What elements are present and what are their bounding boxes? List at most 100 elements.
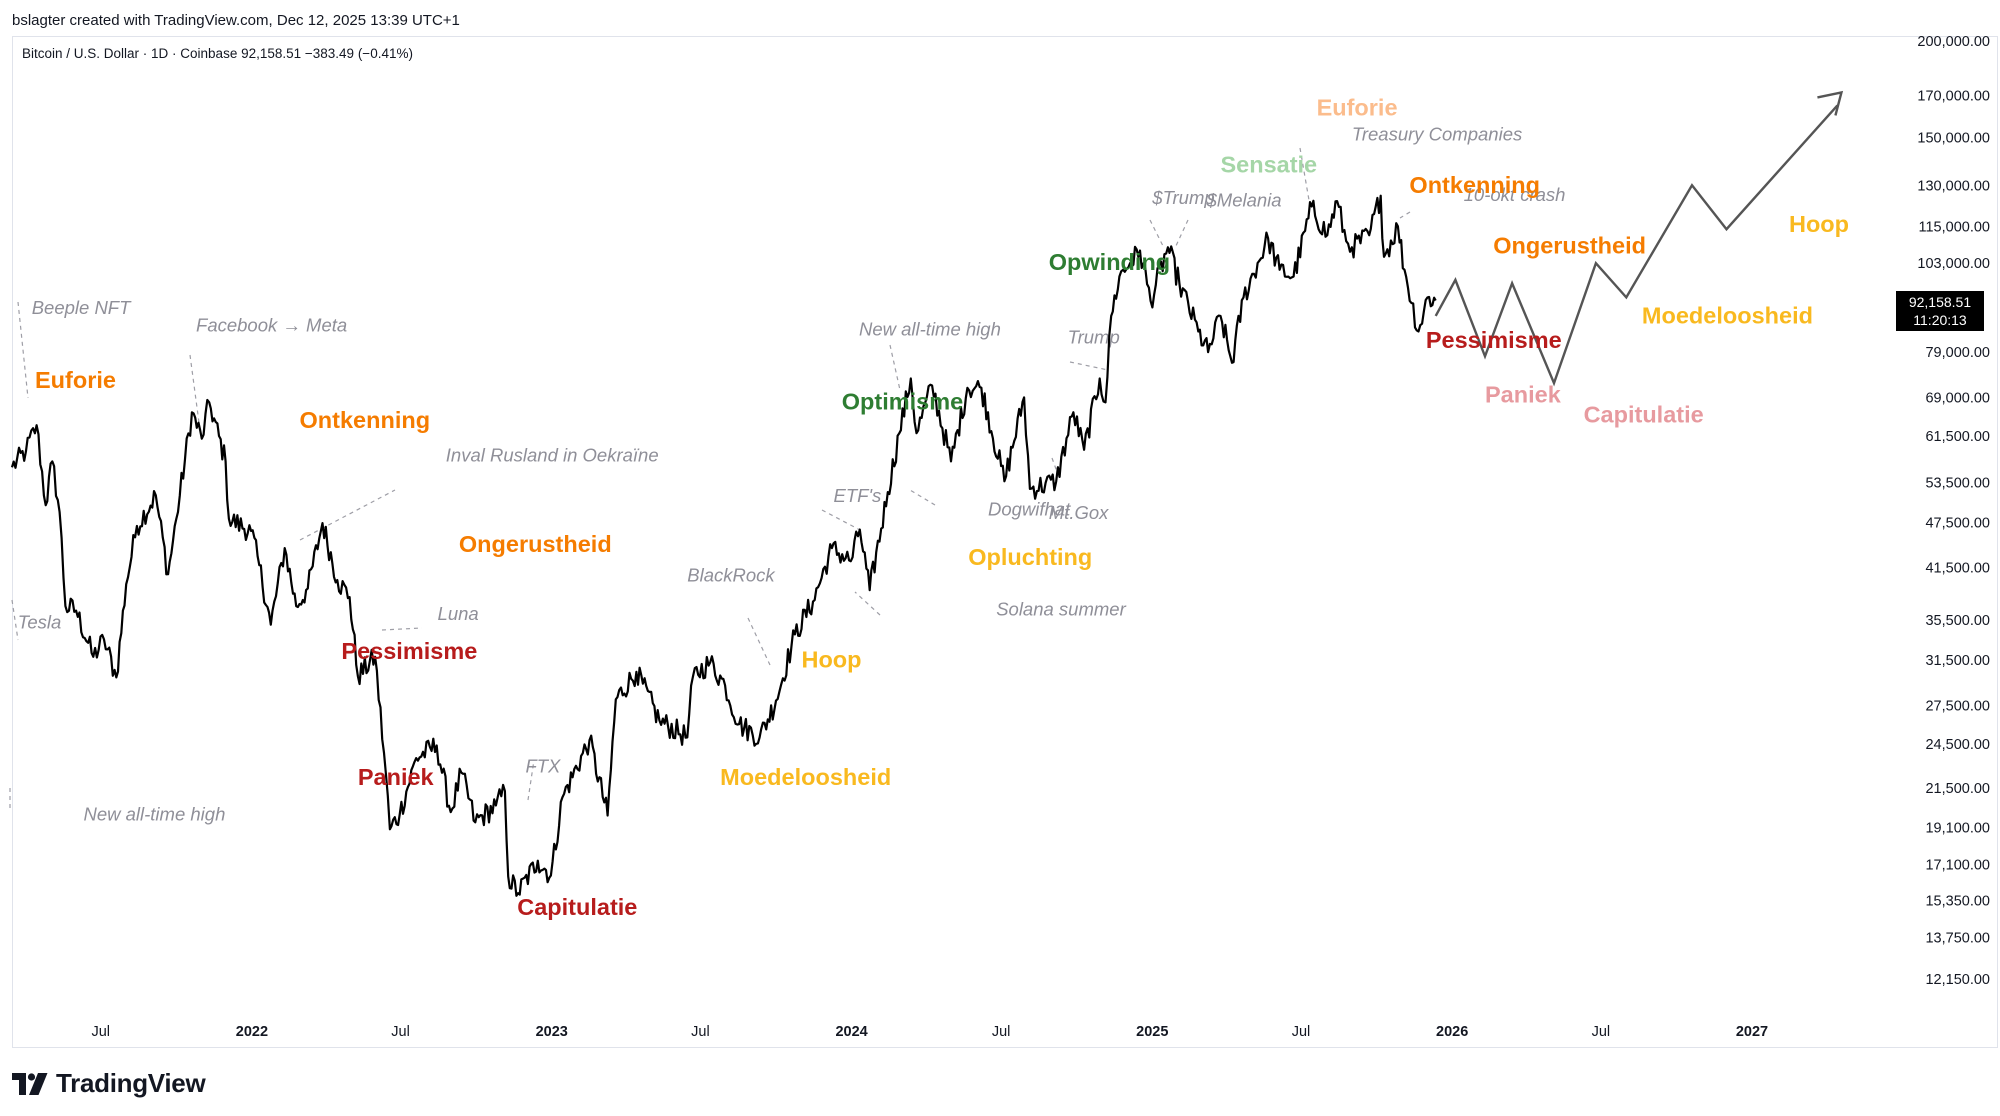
phase-label: Hoop [1789, 211, 1849, 237]
x-tick-label: 2023 [536, 1024, 568, 1040]
y-tick-label: 69,000.00 [1925, 390, 1990, 406]
phase-label: Capitulatie [1584, 402, 1704, 428]
event-annotation: Trump [1068, 327, 1120, 348]
y-tick-label: 31,500.00 [1925, 653, 1990, 669]
phase-label: Euforie [35, 367, 116, 393]
y-tick-label: 19,100.00 [1925, 821, 1990, 837]
phase-label: Sensatie [1220, 152, 1317, 178]
bar-countdown: 11:20:13 [1913, 312, 1967, 328]
x-tick-label: 2022 [236, 1024, 268, 1040]
projection-arrowhead [1817, 90, 1844, 116]
phase-label-layer: Euforie Ontkenning Ongerustheid Pessimisme P… [35, 95, 1849, 920]
phase-label: Euforie [1317, 95, 1398, 121]
series-layer [10, 90, 1844, 897]
phase-label: Optimisme [842, 389, 963, 415]
symbol-line[interactable]: Bitcoin / U.S. Dollar · 1D · Coinbase 92… [22, 46, 413, 61]
y-tick-label: 35,500.00 [1925, 613, 1990, 629]
y-tick-label: 41,500.00 [1925, 561, 1990, 577]
y-tick-label: 27,500.00 [1925, 698, 1990, 714]
x-tick-label: 2025 [1136, 1024, 1168, 1040]
event-annotation: New all-time high [859, 319, 1001, 340]
annotation-leader [854, 591, 881, 616]
event-annotation: Tesla [18, 612, 62, 633]
annotation-leader [821, 509, 861, 531]
x-tick-label: 2027 [1736, 1024, 1768, 1040]
annotation-leader [381, 627, 423, 631]
y-tick-label: 15,350.00 [1925, 894, 1990, 910]
y-tick-label: 170,000.00 [1917, 88, 1990, 104]
x-tick-label: Jul [391, 1024, 410, 1040]
y-tick-label: 53,500.00 [1925, 476, 1990, 492]
event-annotation: Mt.Gox [1049, 502, 1109, 523]
y-tick-label: 13,750.00 [1925, 931, 1990, 947]
x-tick-label: Jul [992, 1024, 1011, 1040]
phase-label: Moedeloosheid [1642, 303, 1813, 329]
phase-label: Capitulatie [517, 894, 637, 920]
brand-name: TradingView [56, 1068, 206, 1098]
event-annotation: Luna [438, 603, 479, 624]
event-annotation: New all-time high [83, 804, 225, 825]
annotation-layer: Beeple NFT Facebook → Meta Inval Rusland i… [9, 124, 1566, 825]
annotation-leader [11, 599, 19, 641]
event-annotation: $Melania [1206, 190, 1282, 211]
y-tick-label: 79,000.00 [1925, 345, 1990, 361]
tradingview-logo[interactable]: TradingView [12, 1068, 206, 1099]
chart-header: bslagter created with TradingView.com, D… [12, 12, 460, 29]
event-annotation: ETF's [834, 485, 882, 506]
event-annotation: FTX [525, 756, 561, 777]
y-tick-label: 21,500.00 [1925, 781, 1990, 797]
last-price: 92,158.51 [1908, 294, 1972, 310]
annotation-leader [1399, 211, 1411, 219]
phase-label: Opluchting [968, 544, 1092, 570]
y-tick-label: 115,000.00 [1919, 219, 1991, 235]
phase-label: Ongerustheid [459, 531, 612, 557]
y-tick-label: 17,100.00 [1925, 858, 1990, 874]
x-tick-label: 2024 [835, 1024, 867, 1040]
projection-line [1434, 104, 1839, 387]
event-annotation: Facebook → Meta [196, 315, 347, 336]
last-price-tag: 92,158.51 11:20:13 [1896, 291, 1984, 331]
phase-label: Paniek [1485, 381, 1562, 407]
event-annotation: Beeple NFT [32, 297, 132, 318]
phase-label: Ongerustheid [1493, 233, 1646, 259]
y-tick-label: 47,500.00 [1925, 515, 1990, 531]
phase-label: Ontkenning [300, 407, 431, 433]
event-annotation: BlackRock [687, 565, 776, 586]
y-tick-label: 150,000.00 [1917, 130, 1990, 146]
event-annotation: Dogwifhat [988, 498, 1071, 519]
phase-label: Ontkenning [1409, 172, 1540, 198]
phase-label: Paniek [358, 764, 435, 790]
axis-layer: 200,000.00 170,000.00 150,000.00 130,000.00… [91, 34, 1990, 1040]
event-annotation: 10-okt crash [1464, 184, 1566, 205]
annotation-leader [527, 759, 535, 801]
y-tick-label: 61,500.00 [1925, 429, 1990, 445]
x-tick-label: Jul [1592, 1024, 1611, 1040]
y-tick-label: 12,150.00 [1925, 972, 1990, 988]
annotation-leader [299, 489, 396, 541]
y-tick-label: 103,000.00 [1917, 256, 1990, 272]
event-annotation: Treasury Companies [1352, 124, 1522, 145]
y-tick-label: 24,500.00 [1925, 737, 1990, 753]
x-tick-label: Jul [91, 1024, 110, 1040]
event-annotation: Solana summer [996, 598, 1126, 619]
btc-price-line [10, 194, 1437, 897]
y-tick-label: 130,000.00 [1917, 178, 1990, 194]
chart-frame [12, 36, 1998, 1048]
tradingview-logo-icon [12, 1072, 48, 1095]
phase-label: Pessimisme [341, 638, 477, 664]
annotation-leader [1174, 219, 1189, 249]
annotation-leader [909, 489, 936, 506]
y-tick-label: 200,000.00 [1917, 34, 1990, 50]
phase-label: Pessimisme [1426, 327, 1562, 353]
phase-label: Moedeloosheid [720, 764, 891, 790]
annotation-leader [1069, 361, 1109, 371]
x-tick-label: 2026 [1436, 1024, 1468, 1040]
x-tick-label: Jul [691, 1024, 710, 1040]
phase-label: Opwinding [1049, 249, 1170, 275]
phase-label: Hoop [801, 646, 861, 672]
annotation-leader [889, 344, 901, 391]
event-annotation: $Trump [1151, 187, 1214, 208]
annotation-leader [747, 617, 771, 666]
annotation-leader [1299, 147, 1311, 207]
